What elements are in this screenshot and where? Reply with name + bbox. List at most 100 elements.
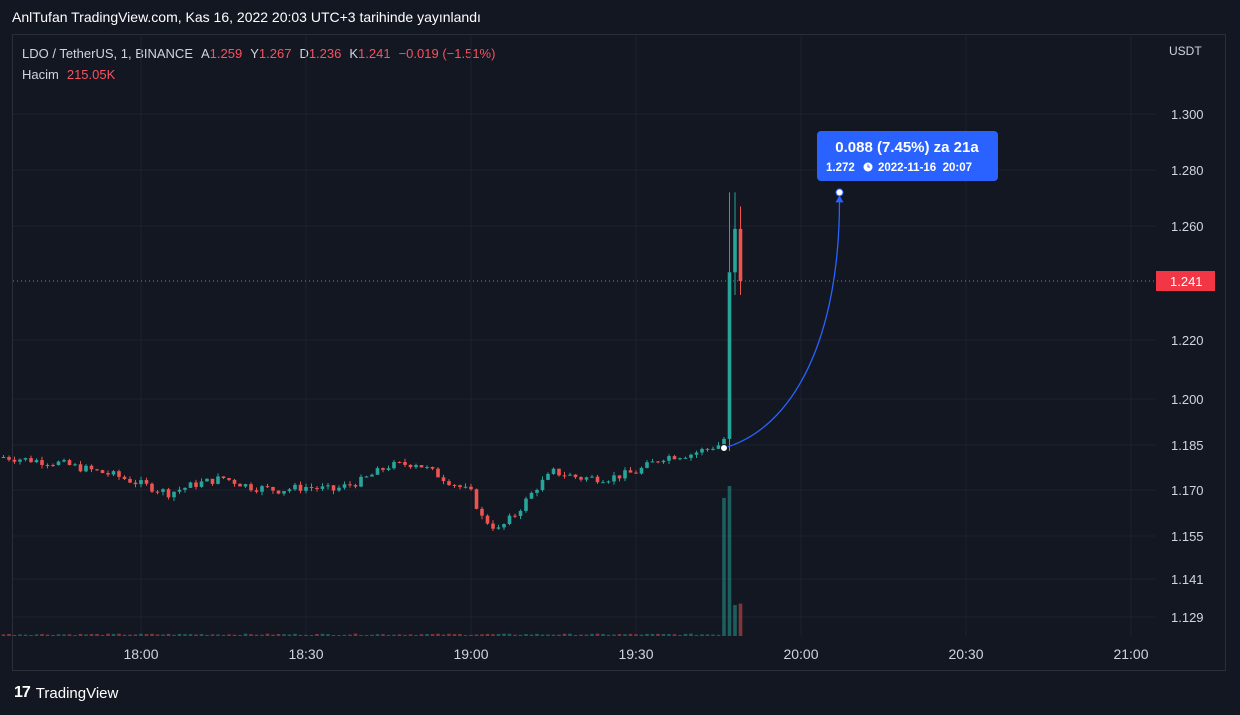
volume-bar: [474, 634, 479, 636]
y-tick-label: 1.141: [1171, 572, 1204, 587]
measure-end-handle[interactable]: [835, 188, 844, 197]
current-price-tag: 1.241: [1156, 271, 1215, 291]
volume-bar: [672, 634, 677, 636]
candle-body: [155, 491, 160, 493]
volume-bar: [452, 634, 457, 636]
volume-bar: [408, 634, 413, 636]
candle-body: [188, 482, 193, 488]
candle-body: [672, 456, 677, 460]
open-value: 1.259: [209, 46, 243, 61]
volume-bar: [738, 603, 743, 636]
candle-body: [375, 468, 380, 475]
candle-body: [34, 460, 39, 463]
symbol-label[interactable]: LDO / TetherUS, 1, BINANCE: [22, 46, 193, 61]
candle-body: [161, 489, 165, 492]
candle-body: [23, 458, 28, 460]
candle-body: [568, 474, 572, 476]
candle-body: [722, 438, 726, 446]
candle-body: [95, 469, 99, 471]
volume-bar: [155, 634, 160, 636]
candle-body: [485, 515, 490, 524]
candle-body: [557, 468, 561, 476]
candle-body: [271, 486, 275, 491]
volume-label[interactable]: Hacim: [22, 67, 59, 82]
volume-bar: [711, 634, 715, 636]
candle-body: [194, 482, 198, 487]
volume-bar: [282, 634, 286, 636]
volume-bar: [23, 634, 28, 636]
volume-bar: [441, 634, 446, 636]
measure-tool[interactable]: 0.088 (7.45%) za 21a 1.272 2022-11-16 20…: [720, 131, 999, 452]
volume-bars: [1, 486, 743, 636]
volume-bar: [205, 634, 209, 636]
candle-body: [502, 524, 506, 528]
y-tick-label: 1.280: [1171, 163, 1204, 178]
measure-label-price: 1.272: [826, 162, 855, 174]
close-value: 1.241: [358, 46, 391, 61]
candle-body: [496, 527, 501, 529]
tradingview-brand[interactable]: 17 TradingView: [14, 684, 118, 702]
candle-body: [645, 462, 649, 468]
x-tick-label: 18:00: [123, 646, 158, 662]
candle-body: [595, 476, 600, 483]
volume-bar: [188, 634, 193, 636]
low-value: 1.236: [308, 46, 342, 61]
candle-body: [656, 461, 660, 463]
volume-bar: [84, 634, 88, 636]
volume-bar: [562, 633, 567, 636]
chart-frame[interactable]: [12, 34, 1226, 671]
candle-body: [419, 465, 424, 468]
currency-label[interactable]: USDT: [1169, 44, 1202, 58]
volume-bar: [95, 633, 99, 636]
candle-body: [513, 515, 517, 517]
volume-bar: [359, 635, 363, 636]
candle-body: [425, 466, 429, 468]
candle-body: [326, 485, 330, 487]
candle-body: [293, 484, 297, 490]
measure-curve: [723, 200, 841, 449]
volume-bar: [73, 635, 77, 636]
volume-bar: [320, 633, 325, 636]
candle-body: [309, 487, 314, 489]
volume-bar: [502, 633, 506, 636]
measure-label-main: 0.088 (7.45%) za 21a: [835, 139, 979, 156]
volume-bar: [430, 634, 435, 636]
candle-body: [623, 470, 627, 479]
candle-body: [298, 484, 303, 491]
candle-body: [205, 478, 209, 482]
candle-body: [183, 487, 187, 490]
volume-bar: [227, 634, 231, 636]
volume-bar: [348, 634, 352, 636]
candle-body: [282, 491, 286, 494]
candle-body: [353, 485, 358, 487]
volume-bar: [78, 633, 83, 636]
candle-body: [392, 461, 396, 469]
volume-bar: [276, 634, 281, 636]
volume-bar: [419, 634, 424, 636]
candle-body: [12, 459, 17, 462]
measure-start-handle[interactable]: [720, 444, 728, 452]
candle-body: [727, 272, 732, 439]
volume-bar: [144, 634, 149, 636]
volume-bar: [540, 634, 545, 636]
candle-body: [716, 445, 721, 449]
candle-body: [546, 473, 550, 480]
volume-bar: [287, 634, 292, 636]
candle-body: [474, 489, 479, 509]
candle-body: [689, 454, 693, 458]
candle-body: [650, 461, 655, 463]
candle-body: [144, 480, 149, 484]
volume-bar: [194, 634, 198, 636]
volume-bar: [612, 634, 616, 636]
candle-body: [397, 461, 402, 463]
volume-bar: [326, 634, 330, 636]
volume-bar: [689, 633, 693, 636]
volume-bar: [590, 633, 594, 636]
candle-body: [260, 486, 264, 492]
candle-body: [408, 464, 413, 468]
candle-body: [227, 478, 231, 480]
volume-bar: [133, 634, 138, 636]
candle-body: [287, 489, 292, 492]
candle-body: [480, 508, 484, 516]
